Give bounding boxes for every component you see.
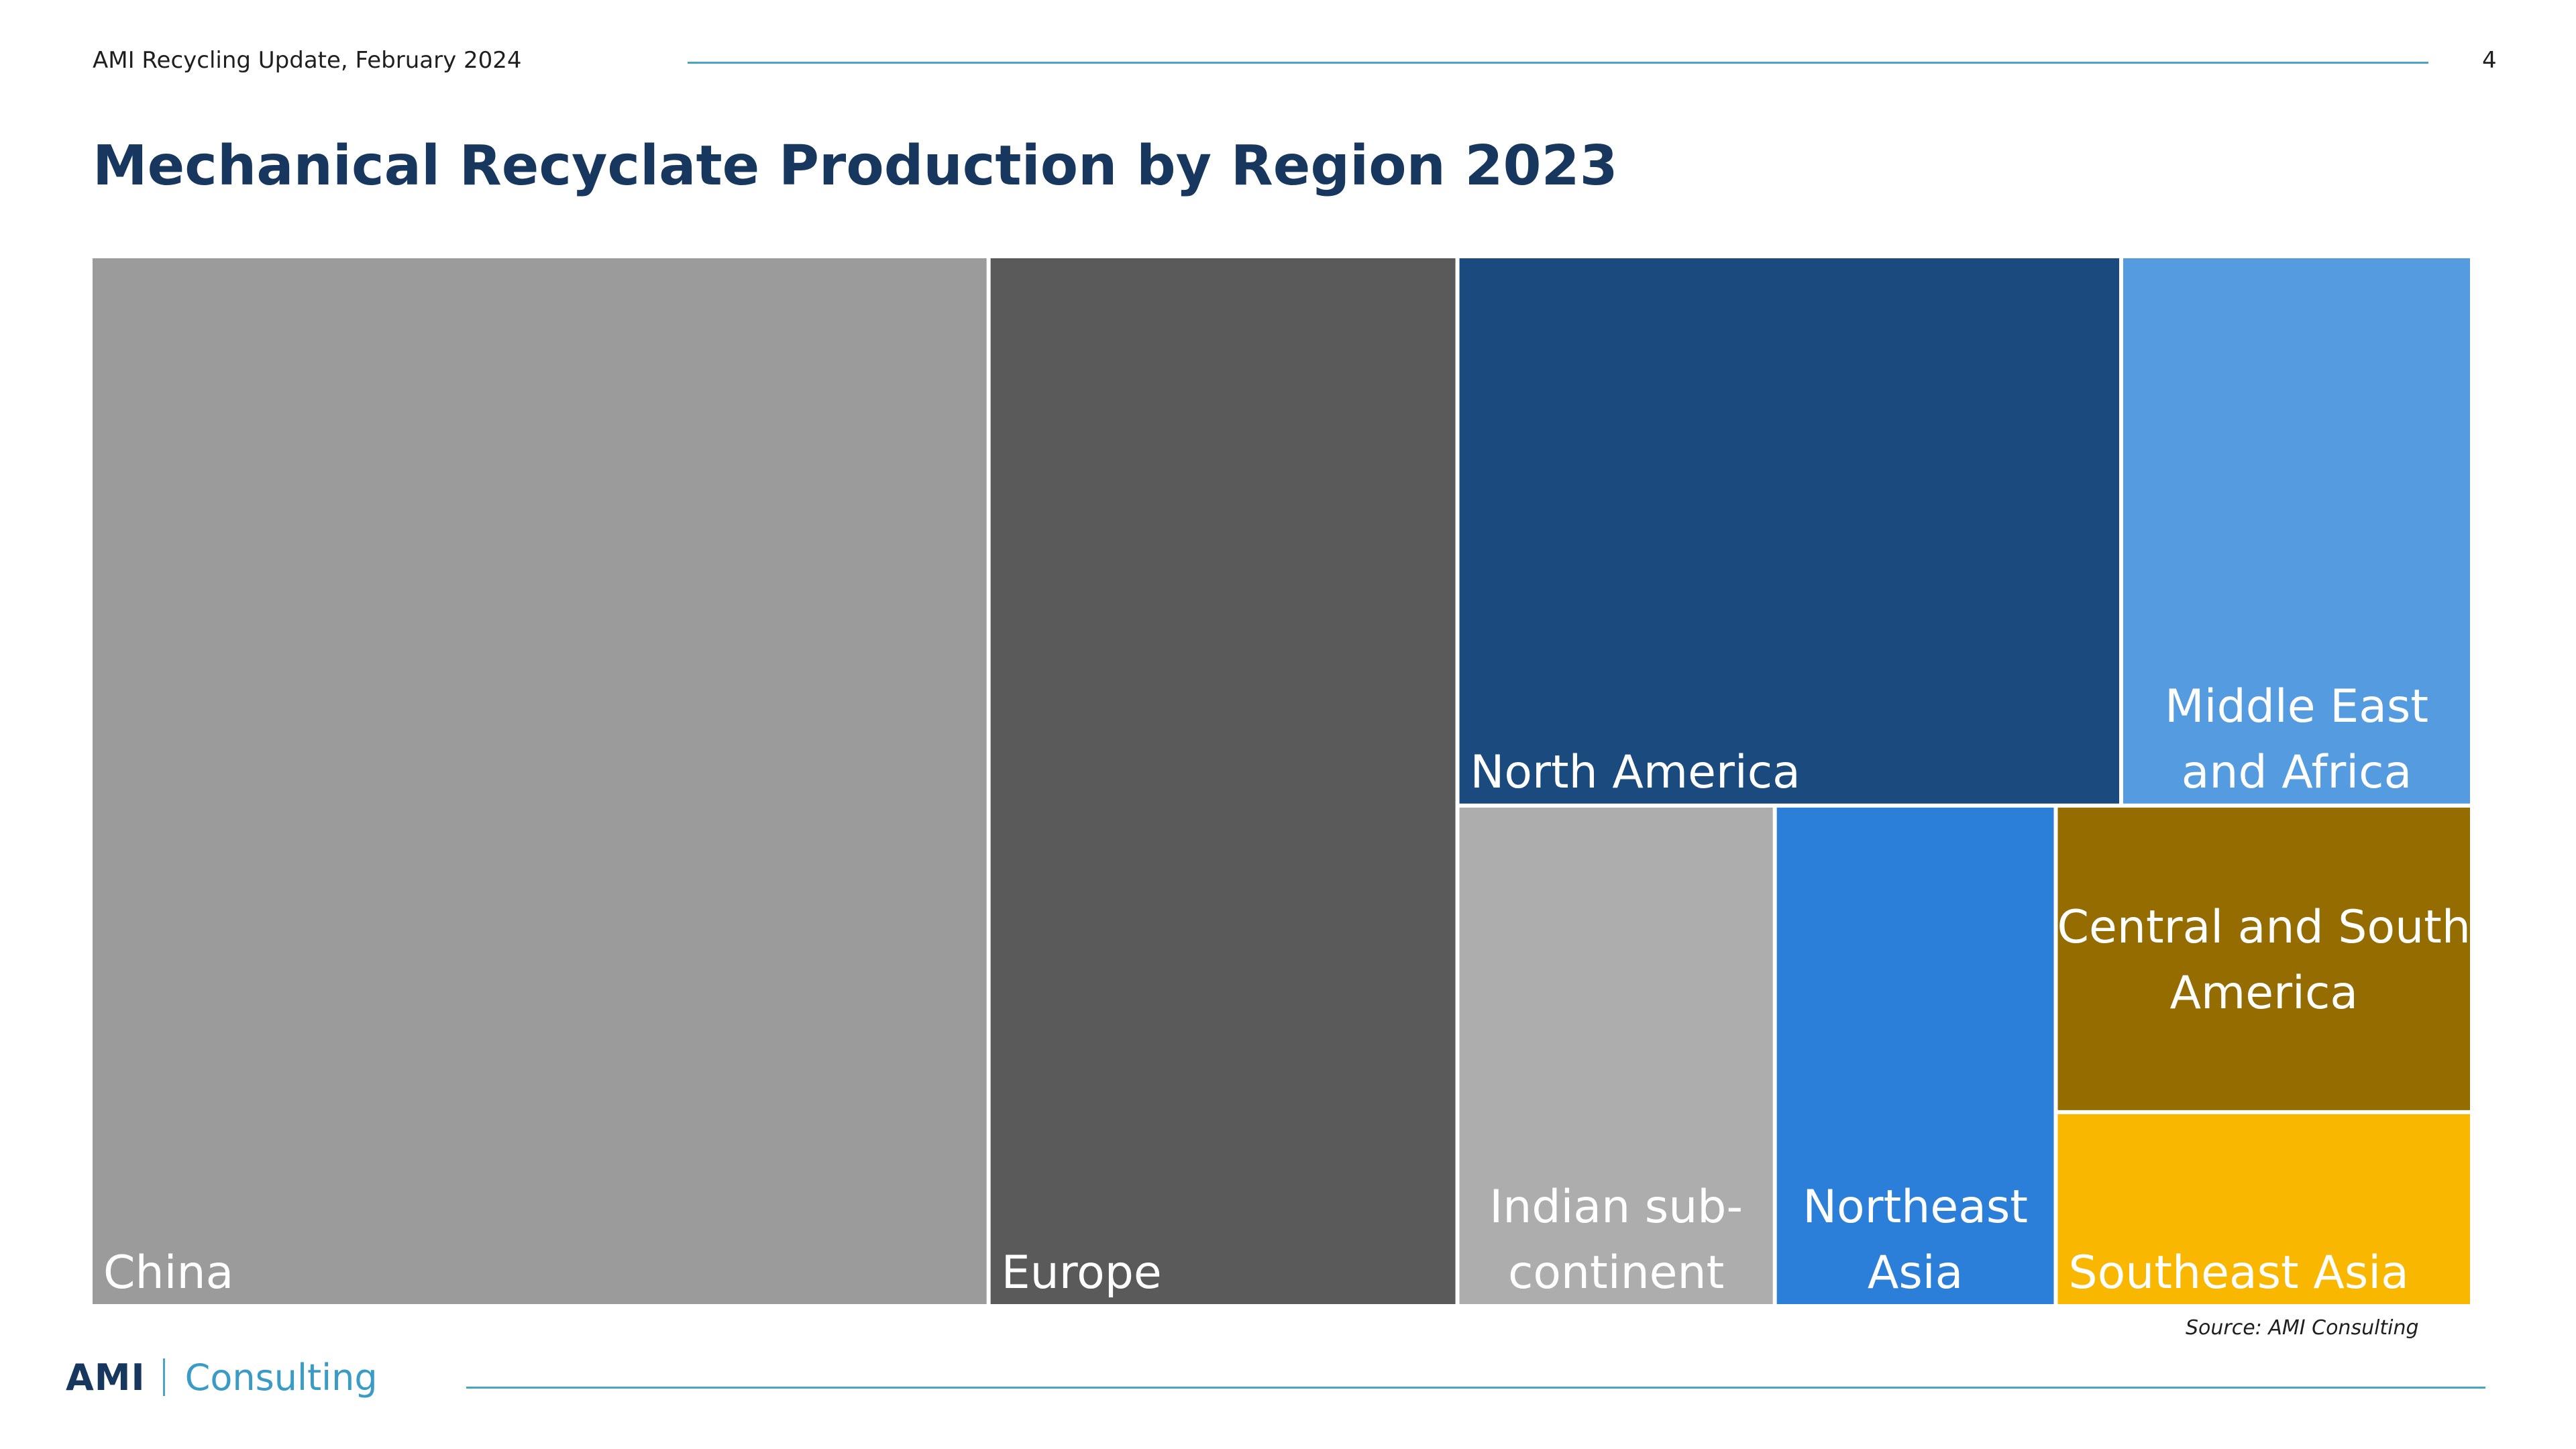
header-rule bbox=[688, 62, 2428, 64]
ami-consulting-logo: AMI Consulting bbox=[66, 1354, 378, 1401]
treemap-tile-rect-europe bbox=[990, 258, 1456, 1304]
treemap-tile-north-america: North America bbox=[1459, 258, 2120, 804]
treemap-tile-label-line: Indian sub- bbox=[1489, 1181, 1743, 1234]
treemap-tile-label-china: China bbox=[103, 1246, 233, 1299]
treemap-tile-middle-east-and-africa: Middle East and Africa bbox=[2123, 258, 2470, 804]
treemap-tile-central-and-south-america: Central and South America bbox=[2057, 807, 2471, 1110]
logo-divider bbox=[162, 1358, 165, 1396]
logo-brand: AMI bbox=[66, 1356, 146, 1399]
treemap-tile-rect-southeast-asia bbox=[2057, 1114, 2470, 1304]
treemap-tile-label-middle-east-and-africa: Middle East and Africa bbox=[2165, 680, 2428, 799]
treemap-tile-rect-central-and-south-america bbox=[2057, 807, 2470, 1110]
treemap-tile-northeast-asia: Northeast Asia bbox=[1776, 807, 2054, 1304]
treemap-tile-label-line: Northeast bbox=[1803, 1181, 2028, 1234]
source-note: Source: AMI Consulting bbox=[2186, 1316, 2419, 1340]
logo-division: Consulting bbox=[184, 1356, 378, 1399]
treemap-tile-indian-sub-continent: Indian sub-continent bbox=[1459, 807, 1773, 1304]
treemap-tile-label-line: continent bbox=[1508, 1246, 1724, 1299]
treemap-tile-label-line: North America bbox=[1470, 746, 1801, 799]
treemap-tile-rect-china bbox=[93, 258, 987, 1304]
treemap-tile-label-line: China bbox=[103, 1246, 233, 1299]
treemap-tile-label-line: Southeast Asia bbox=[2069, 1246, 2409, 1299]
treemap-tile-europe: Europe bbox=[990, 258, 1456, 1304]
treemap-tile-label-line: Asia bbox=[1868, 1246, 1964, 1299]
treemap-tile-rect-northeast-asia bbox=[1776, 807, 2054, 1304]
treemap-tile-label-line: and Africa bbox=[2182, 746, 2412, 799]
header-text: AMI Recycling Update, February 2024 bbox=[93, 47, 522, 74]
footer-rule bbox=[466, 1387, 2485, 1389]
treemap-tile-label-central-and-south-america: Central and South America bbox=[2057, 901, 2471, 1020]
page-title: Mechanical Recyclate Production by Regio… bbox=[93, 134, 1618, 198]
treemap-tile-label-indian-sub-continent: Indian sub-continent bbox=[1489, 1181, 1743, 1299]
treemap-tile-southeast-asia: Southeast Asia bbox=[2057, 1114, 2470, 1304]
treemap-tile-label-north-america: North America bbox=[1470, 746, 1801, 799]
treemap-tile-label-line: Central and South bbox=[2057, 901, 2471, 954]
treemap-tile-rect-indian-sub-continent bbox=[1459, 807, 1773, 1304]
treemap-tile-label-southeast-asia: Southeast Asia bbox=[2069, 1246, 2409, 1299]
treemap-tile-label-line: Europe bbox=[1002, 1246, 1162, 1299]
treemap-tile-label-northeast-asia: Northeast Asia bbox=[1803, 1181, 2028, 1299]
treemap-tile-label-line: America bbox=[2170, 967, 2359, 1020]
treemap-tile-rect-middle-east-and-africa bbox=[2123, 258, 2470, 804]
treemap-tile-china: China bbox=[93, 258, 987, 1304]
treemap-tile-label-line: Middle East bbox=[2165, 680, 2428, 733]
treemap-tile-rect-north-america bbox=[1459, 258, 2120, 804]
treemap-tile-label-europe: Europe bbox=[1002, 1246, 1162, 1299]
page-number: 4 bbox=[2482, 47, 2497, 74]
